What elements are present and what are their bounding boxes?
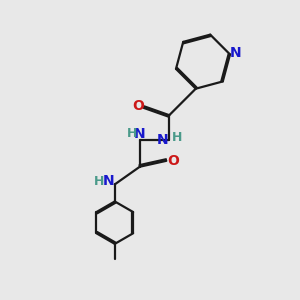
Text: N: N <box>230 46 241 60</box>
Text: O: O <box>132 99 144 113</box>
Text: O: O <box>167 154 179 168</box>
Text: N: N <box>157 133 169 147</box>
Text: N: N <box>103 174 114 188</box>
Text: H: H <box>93 175 104 188</box>
Text: H: H <box>127 127 137 140</box>
Text: N: N <box>134 127 146 141</box>
Text: H: H <box>171 131 182 144</box>
